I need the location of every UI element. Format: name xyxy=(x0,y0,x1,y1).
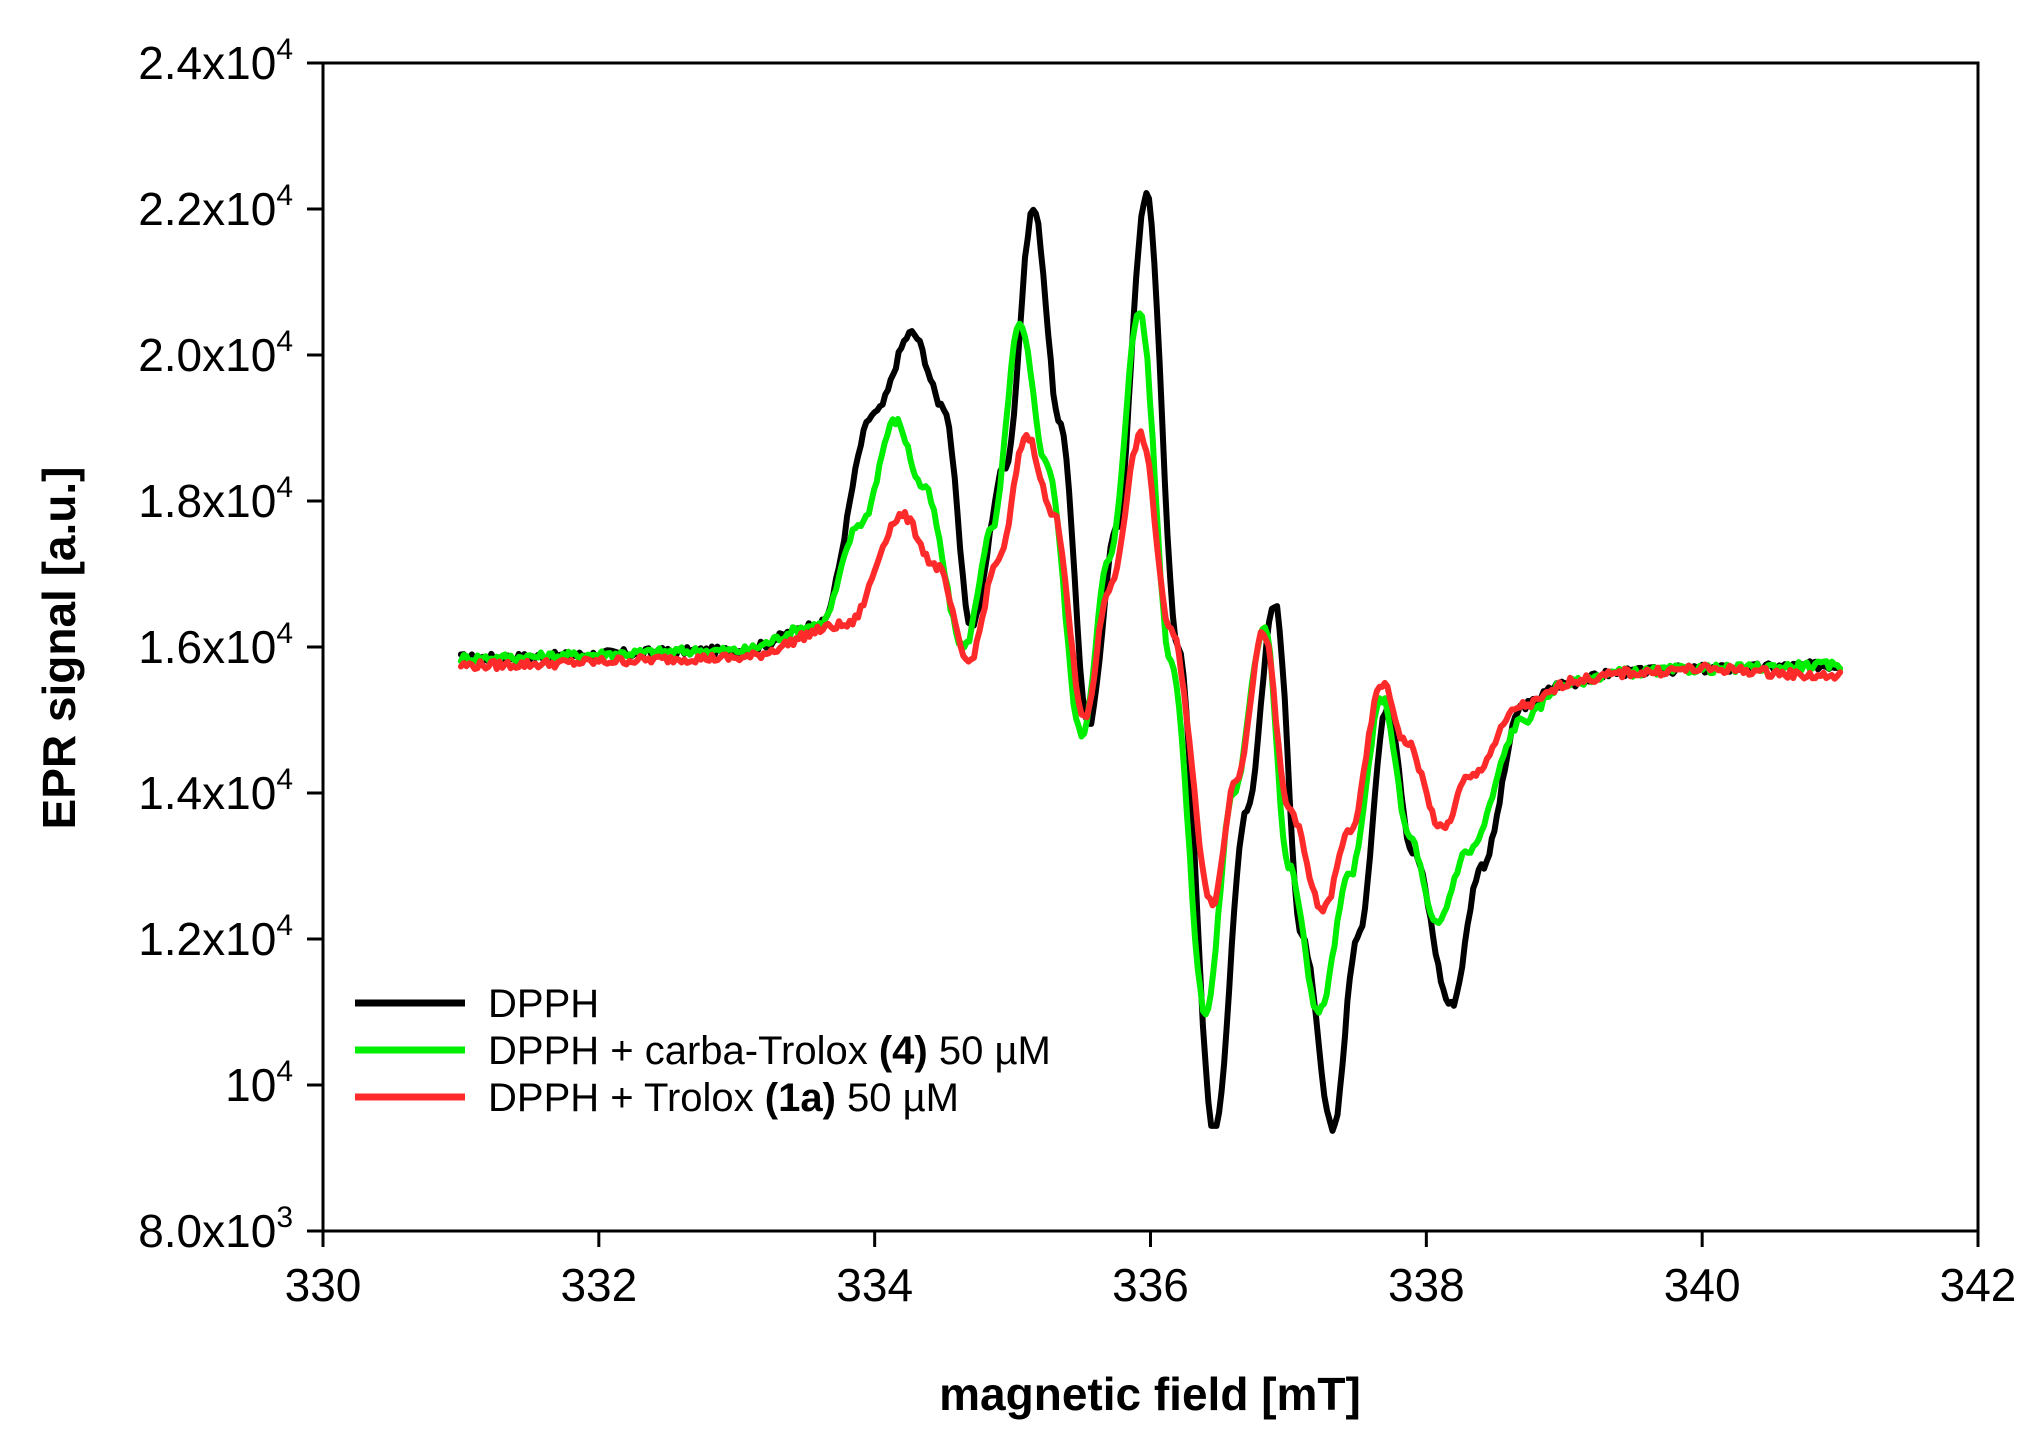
y-tick-label: 2.4x104 xyxy=(138,33,293,89)
legend-label: DPPH + Trolox (1a) 50 µM xyxy=(488,1076,959,1120)
x-tick-label: 338 xyxy=(1388,1259,1465,1311)
x-tick-label: 340 xyxy=(1664,1259,1741,1311)
y-tick-label: 1.4x104 xyxy=(138,763,293,819)
x-tick-label: 330 xyxy=(285,1259,362,1311)
y-tick-label: 1.8x104 xyxy=(138,471,293,527)
x-tick-label: 334 xyxy=(836,1259,913,1311)
y-tick-label: 8.0x103 xyxy=(138,1201,293,1257)
x-tick-label: 336 xyxy=(1112,1259,1189,1311)
x-axis: 330 332 334 336 338 340 342 xyxy=(285,1231,2017,1311)
legend-label: DPPH + carba-Trolox (4) 50 µM xyxy=(488,1029,1051,1073)
y-axis: 8.0x103 104 1.2x104 1.4x104 1.6x104 1.8x104 2.… xyxy=(138,33,323,1257)
y-tick-label: 2.0x104 xyxy=(138,325,293,381)
y-tick-label: 104 xyxy=(225,1055,293,1111)
y-axis-title: EPR signal [a.u.] xyxy=(33,467,85,830)
x-tick-label: 332 xyxy=(560,1259,637,1311)
series-line xyxy=(457,428,1844,915)
x-axis-title: magnetic field [mT] xyxy=(939,1368,1361,1420)
series-group xyxy=(457,190,1844,1134)
x-tick-label: 342 xyxy=(1940,1259,2017,1311)
legend-label: DPPH xyxy=(488,982,599,1026)
y-tick-label: 1.6x104 xyxy=(138,617,293,673)
y-tick-label: 1.2x104 xyxy=(138,909,293,965)
y-tick-label: 2.2x104 xyxy=(138,179,293,235)
